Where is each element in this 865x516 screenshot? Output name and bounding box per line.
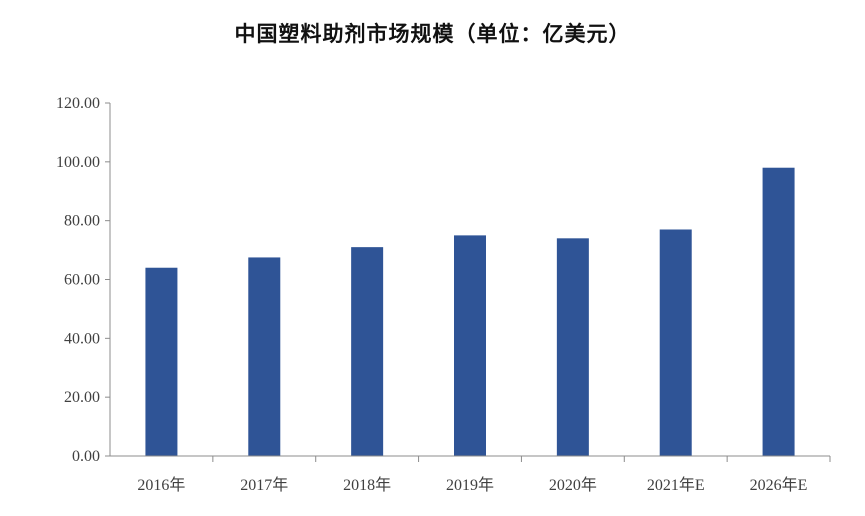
y-tick-label: 120.00	[56, 95, 100, 112]
x-tick-label: 2026年E	[750, 476, 808, 494]
y-tick-label: 20.00	[64, 389, 100, 406]
x-tick-label: 2016年	[137, 476, 185, 494]
y-tick-label: 100.00	[56, 154, 100, 171]
bar-2021年E	[659, 229, 692, 456]
bar-2020年	[556, 238, 589, 456]
bar-2017年	[248, 257, 281, 456]
y-tick-label: 80.00	[64, 213, 100, 230]
y-tick-label: 40.00	[64, 330, 100, 347]
x-tick-label: 2017年	[240, 476, 288, 494]
x-tick-label: 2018年	[343, 476, 391, 494]
bar-2018年	[351, 247, 384, 456]
y-tick-label: 0.00	[72, 448, 100, 465]
bars	[145, 167, 795, 456]
x-axis-ticks: 2016年 2017年 2018年 2019年 2020年 2021年E 2026年E	[137, 456, 831, 494]
bar-2016年	[145, 267, 178, 456]
y-tick-label: 60.00	[64, 272, 100, 289]
x-tick-label: 2019年	[446, 476, 494, 494]
x-tick-label: 2021年E	[647, 476, 705, 494]
bar-2026年E	[762, 167, 795, 456]
chart-title: 中国塑料助剂市场规模（单位：亿美元）	[234, 22, 631, 46]
bar-2019年	[454, 235, 486, 456]
x-tick-label: 2020年	[549, 476, 597, 494]
y-axis-ticks: 0.00 20.00 40.00 60.00 80.00 100.00 120.00	[56, 95, 110, 465]
